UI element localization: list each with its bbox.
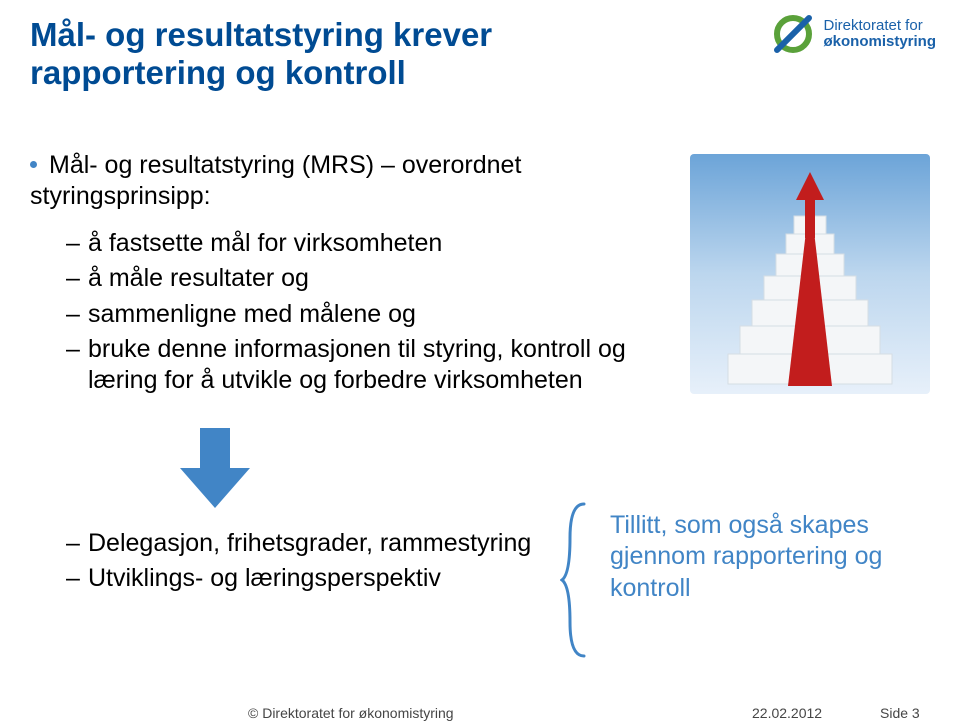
dash-icon: – (66, 334, 80, 365)
tillitt-text: Tillitt, som også skapes gjennom rapport… (610, 510, 940, 604)
page-title: Mål- og resultatstyring krever rapporter… (30, 16, 630, 92)
second-bullet: –Delegasjon, frihetsgrader, rammestyring (66, 528, 546, 559)
logo-mark-icon (771, 12, 815, 56)
sub-bullet-text: bruke denne informasjonen til styring, k… (88, 335, 626, 394)
main-bullet: Mål- og resultatstyring (MRS) – overordn… (30, 150, 650, 213)
org-logo: Direktoratet for økonomistyring (771, 12, 936, 56)
logo-text: Direktoratet for økonomistyring (823, 18, 936, 51)
sub-bullet: –sammenligne med målene og (66, 299, 626, 330)
dash-icon: – (66, 263, 80, 294)
second-bullet-list: –Delegasjon, frihetsgrader, rammestyring… (66, 528, 546, 599)
footer-page: Side 3 (880, 705, 920, 721)
sub-bullet: –å fastsette mål for virksomheten (66, 228, 626, 259)
down-arrow-icon (180, 428, 250, 508)
bullet-dot-icon (30, 161, 37, 168)
sub-bullet-text: å fastsette mål for virksomheten (88, 229, 442, 257)
sub-bullet-list: –å fastsette mål for virksomheten –å mål… (66, 228, 626, 400)
second-bullet: –Utviklings- og læringsperspektiv (66, 563, 546, 594)
title-line-2: rapportering og kontroll (30, 54, 406, 91)
dash-icon: – (66, 228, 80, 259)
sub-bullet: –å måle resultater og (66, 263, 626, 294)
second-bullet-text: Delegasjon, frihetsgrader, rammestyring (88, 529, 531, 557)
staircase-image (690, 154, 930, 394)
title-line-1: Mål- og resultatstyring krever (30, 16, 492, 53)
sub-bullet-text: å måle resultater og (88, 264, 309, 292)
dash-icon: – (66, 299, 80, 330)
main-bullet-text: Mål- og resultatstyring (MRS) – overordn… (30, 151, 521, 210)
curly-brace-icon (560, 500, 592, 660)
slide: Mål- og resultatstyring krever rapporter… (0, 0, 960, 717)
second-bullet-text: Utviklings- og læringsperspektiv (88, 564, 441, 592)
dash-icon: – (66, 528, 80, 559)
footer-date: 22.02.2012 (752, 705, 822, 721)
dash-icon: – (66, 563, 80, 594)
sub-bullet-text: sammenligne med målene og (88, 300, 416, 328)
footer-org: © Direktoratet for økonomistyring (248, 705, 454, 721)
sub-bullet: –bruke denne informasjonen til styring, … (66, 334, 626, 397)
logo-line2: økonomistyring (823, 34, 936, 51)
logo-line1: Direktoratet for (823, 18, 936, 35)
